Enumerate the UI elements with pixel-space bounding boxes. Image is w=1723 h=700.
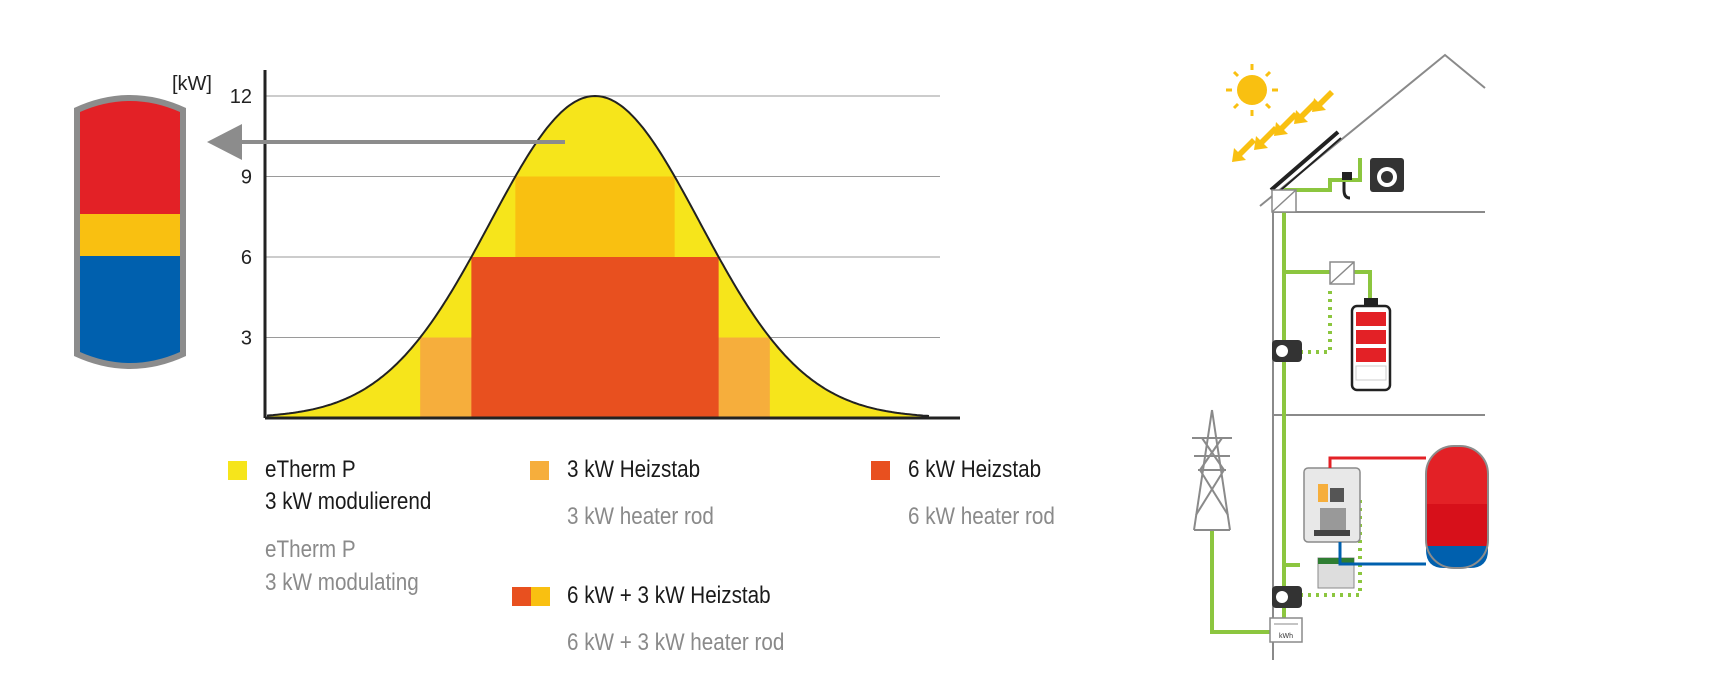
sunlight-arrows-icon (1232, 90, 1334, 162)
y-axis-label: [kW] (172, 73, 212, 95)
house-storage-tank-icon (1425, 445, 1489, 569)
legend-rod3-en: 3 kW heater rod (567, 503, 714, 530)
tank-hot-zone (80, 101, 180, 214)
legend-rod63-de: 6 kW + 3 kW Heizstab (567, 582, 771, 609)
power-chart: 3 6 9 12 [kW] (172, 70, 960, 420)
legend-etherm-en-1: eTherm P (265, 536, 356, 563)
legend-etherm-de-1: eTherm P (265, 456, 356, 483)
swatch-rod63-a (512, 587, 531, 606)
tank-cold-zone (80, 256, 180, 363)
power-curve (266, 94, 930, 417)
y-tick-label: 12 (230, 86, 252, 108)
house-illustration: kWh (1192, 53, 1489, 660)
y-tick-labels: 3 6 9 12 (230, 86, 252, 350)
band-6kw-rod (471, 257, 719, 418)
tank-mid-zone (80, 214, 180, 256)
control-module-icon (1317, 557, 1355, 589)
legend-rod63-en: 6 kW + 3 kW heater rod (567, 629, 785, 656)
swatch-rod6 (871, 461, 890, 480)
energy-meter-icon (1272, 340, 1302, 608)
sun-icon (1226, 64, 1278, 116)
swatch-rod63-b (531, 587, 550, 606)
etherm-unit-icon (1303, 467, 1361, 543)
kwh-meter-icon: kWh (1269, 617, 1303, 643)
kwh-meter-label: kWh (1279, 633, 1293, 640)
storage-tank (74, 95, 186, 369)
y-tick-label: 9 (241, 167, 252, 189)
legend-rod6-en: 6 kW heater rod (908, 503, 1055, 530)
legend-rod6-de: 6 kW Heizstab (908, 456, 1042, 483)
power-wiring (1210, 158, 1372, 634)
washing-machine-icon (1342, 158, 1404, 200)
battery-icon (1350, 298, 1392, 392)
power-pylon-icon (1192, 409, 1232, 531)
band-6-3kw-rod (515, 176, 675, 257)
legend-rod3-de: 3 kW Heizstab (567, 456, 701, 483)
legend-etherm-de-2: 3 kW modulierend (265, 488, 432, 515)
y-tick-label: 6 (241, 247, 252, 269)
solar-panel-icon (1269, 130, 1342, 197)
hot-water-pipes (1328, 456, 1426, 566)
flow-arrow (207, 124, 565, 160)
inverter-icon (1271, 189, 1355, 285)
y-tick-label: 3 (241, 328, 252, 350)
swatch-etherm (228, 461, 247, 480)
swatch-rod3 (530, 461, 549, 480)
legend-etherm-en-2: 3 kW modulating (265, 569, 419, 596)
